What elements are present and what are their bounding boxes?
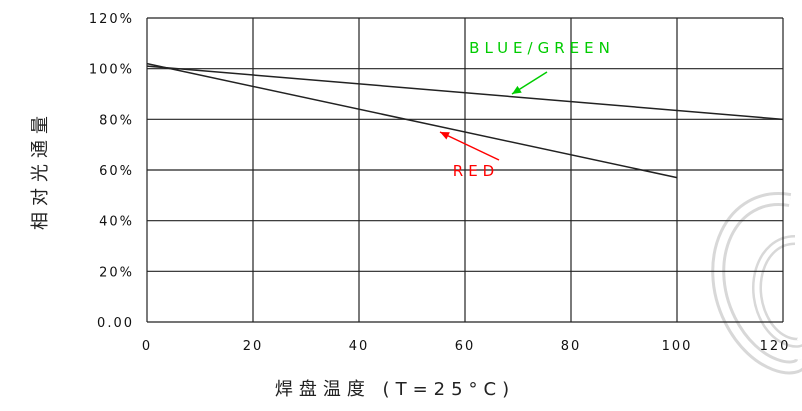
x-tick-label: 40: [349, 339, 370, 354]
series-line: [146, 65, 784, 121]
y-tick-label: 20%: [99, 265, 134, 280]
x-tick-label: 0: [142, 339, 152, 354]
y-tick-label: 80%: [99, 113, 134, 128]
series-label: BLUE/GREEN: [469, 39, 615, 57]
x-tick-label: 120: [760, 339, 791, 354]
arrow-head-icon: [512, 85, 522, 94]
y-axis-title: 相对光通量: [30, 110, 51, 230]
y-tick-label: 100%: [89, 63, 134, 78]
series-label: RED: [453, 162, 499, 180]
annotation-arrow: [439, 131, 500, 161]
y-tick-label: 0.00: [97, 316, 134, 331]
series-line: [146, 62, 678, 179]
series-lines: [146, 62, 784, 179]
grid: [146, 17, 784, 323]
y-tick-label: 120%: [89, 12, 134, 27]
y-tick-label: 40%: [99, 215, 134, 230]
x-tick-label: 20: [243, 339, 264, 354]
watermark-logo-icon: [711, 192, 802, 375]
y-tick-label: 60%: [99, 164, 134, 179]
tick-labels: 0 20 40 60 80 100 120 0.00 20% 40% 60% 80% 100% 120%: [89, 12, 791, 354]
arrow-head-icon: [440, 132, 450, 140]
x-axis-title: 焊盘温度 (T=25°C): [275, 379, 515, 400]
x-tick-label: 80: [561, 339, 582, 354]
x-tick-label: 60: [455, 339, 476, 354]
x-tick-label: 100: [662, 339, 693, 354]
annotations: BLUE/GREEN RED: [439, 39, 615, 180]
